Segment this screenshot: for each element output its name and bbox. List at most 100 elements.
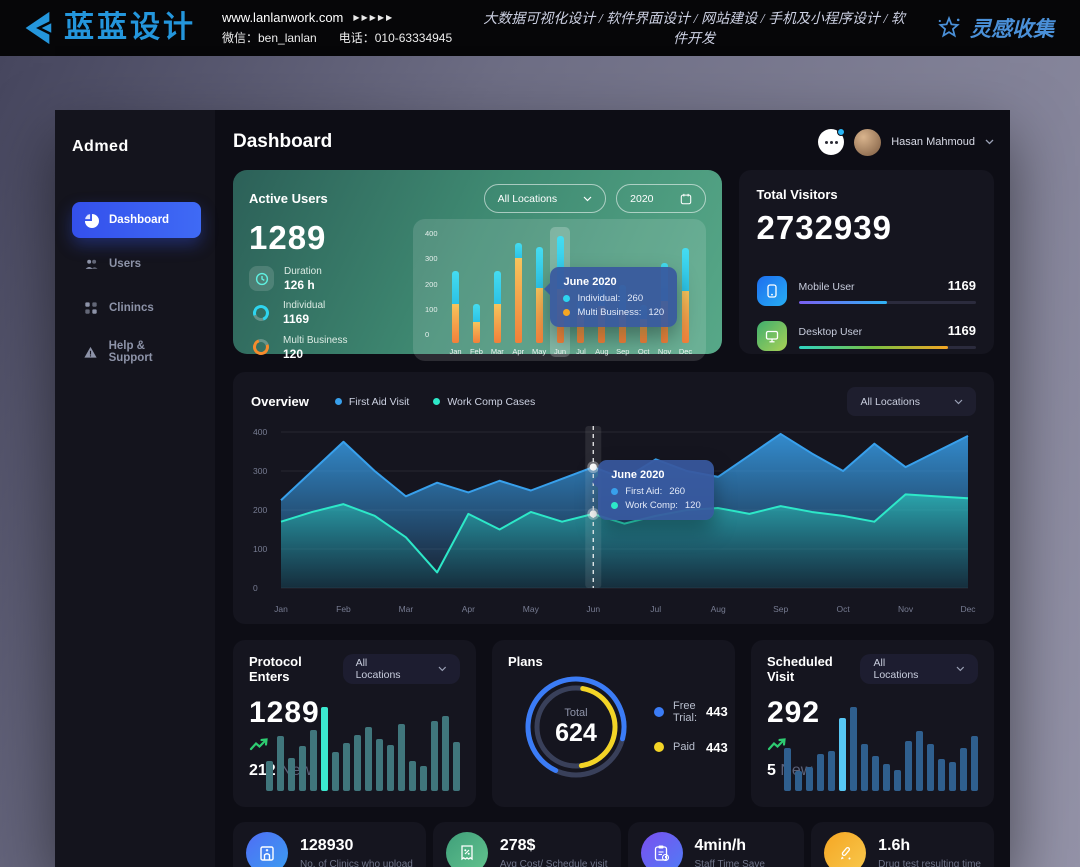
x-tick-label: Jul: [576, 347, 586, 357]
services-list: 大数据可视化设计 / 软件界面设计 / 网站建设 / 手机及小程序设计 / 软件…: [483, 12, 905, 47]
sidebar-item-users[interactable]: Users: [72, 246, 201, 282]
location-select[interactable]: All Locations: [342, 654, 460, 684]
bar-multi-business: [493, 303, 501, 344]
lanlan-logo: 蓝蓝设计: [18, 9, 196, 47]
scheduled-value: 292: [767, 696, 821, 729]
year-select[interactable]: 2020: [616, 184, 706, 213]
mini-bar-chart: [784, 707, 978, 791]
bar: [299, 746, 306, 791]
calendar-icon: [680, 193, 691, 204]
bar: [938, 758, 945, 791]
bar: [431, 721, 438, 791]
sidebar-item-help[interactable]: Help & Support: [72, 334, 201, 370]
donut-total-value: 624: [555, 718, 597, 747]
chevron-down-icon: [956, 666, 965, 672]
stat-duration: Duration 126 h: [249, 265, 401, 292]
x-tick-label: Feb: [469, 347, 483, 357]
mobile-icon: [756, 276, 787, 306]
tooltip-label: Individual:: [577, 293, 621, 305]
main-content: Dashboard Hasan Mahmoud Active Users: [215, 110, 1010, 867]
svg-text:0: 0: [253, 583, 258, 593]
receipt-icon: [445, 832, 488, 867]
bar-individual: [556, 235, 564, 290]
chevron-down-icon[interactable]: [985, 139, 994, 145]
card-title: Active Users: [249, 191, 328, 206]
visitor-value: 1169: [947, 278, 976, 293]
progress-bar: [798, 346, 948, 349]
bar: [354, 734, 361, 791]
sidebar-item-label: Dashboard: [109, 214, 170, 226]
stat-value: 120: [283, 346, 304, 361]
sidebar-item-dashboard[interactable]: Dashboard: [72, 202, 201, 238]
active-users-bar-chart: 400 300 200 100 0 Jan Feb Mar Apr May Jun Jul Aug Se…: [413, 219, 706, 362]
tooltip-label: Multi Business:: [577, 307, 642, 319]
pie-chart-icon: [83, 212, 99, 228]
svg-text:Dec: Dec: [960, 604, 976, 614]
bar: [960, 748, 967, 791]
chevron-down-icon: [438, 666, 447, 672]
bar: [883, 763, 890, 791]
y-axis: 400 300 200 100 0: [425, 229, 438, 340]
tooltip-value: 120: [684, 500, 701, 511]
x-tick-label: Mar: [490, 347, 504, 357]
avatar[interactable]: [854, 128, 882, 156]
chart-legend: First Aid Visit Work Comp Cases: [334, 396, 535, 408]
user-name: Hasan Mahmoud: [891, 136, 975, 148]
svg-text:Feb: Feb: [336, 604, 351, 614]
phone-contact: 电话：010-63334945: [338, 31, 453, 45]
svg-text:400: 400: [253, 427, 267, 437]
legend-label: Paid: [673, 741, 696, 753]
sidebar-item-label: Help & Support: [108, 340, 153, 364]
delta-value: 5: [767, 762, 776, 779]
visitor-row-mobile: Mobile User 1169: [756, 276, 976, 306]
logo-text: 蓝蓝设计: [64, 11, 196, 44]
bar: [266, 760, 273, 791]
bar-individual: [514, 242, 522, 259]
svg-text:Jun: Jun: [586, 604, 600, 614]
location-select-value: All Locations: [497, 192, 558, 205]
location-select[interactable]: All Locations: [860, 654, 978, 684]
tooltip-value: 120: [648, 307, 665, 319]
bar-multi-business: [681, 290, 689, 344]
x-tick-label: Nov: [657, 347, 672, 357]
bar: [905, 740, 912, 791]
kpi-cost-card: 278$ Avg Cost/ Schedule visit: [432, 822, 621, 867]
chart-tooltip: June 2020 First Aid: 260 Work Comp: 120: [592, 460, 714, 520]
bar: [387, 744, 394, 791]
sidebar-menu: Dashboard Users: [72, 202, 201, 370]
location-select[interactable]: All Locations: [847, 387, 976, 416]
bar: [398, 724, 405, 791]
trend-up-icon: [249, 738, 460, 756]
progress-bar: [798, 301, 888, 304]
kpi-time-save-card: 4min/h Staff Time Save: [627, 822, 805, 867]
svg-text:Oct: Oct: [836, 604, 850, 614]
location-select[interactable]: All Locations: [483, 184, 607, 213]
legend-label: Free Trial:: [673, 699, 698, 724]
clinic-icon: [246, 832, 288, 867]
bar-individual: [493, 271, 501, 304]
users-icon: [83, 256, 99, 272]
website-url: www.lanlanwork.com: [222, 10, 344, 25]
total-visitors-card: Total Visitors 2732939 Mobile User 1169: [738, 170, 994, 354]
svg-text:Aug: Aug: [711, 604, 726, 614]
x-tick-label: Apr: [512, 347, 525, 357]
svg-text:300: 300: [253, 466, 267, 476]
kpi-caption: Staff Time Save: [694, 858, 765, 867]
card-title: Plans: [508, 654, 543, 669]
bar: [310, 730, 317, 791]
desktop-icon: [756, 321, 787, 351]
bar-individual: [452, 271, 460, 304]
tooltip-label: Work Comp:: [625, 500, 678, 511]
x-tick-label: Oct: [637, 347, 650, 357]
chevron-down-icon: [954, 399, 963, 404]
messages-button[interactable]: [818, 128, 846, 155]
bar: [784, 748, 791, 791]
svg-text:Jan: Jan: [274, 604, 288, 614]
sidebar-item-clinics[interactable]: Clinincs: [72, 290, 201, 326]
scheduled-visit-card: Scheduled Visit All Locations 292 5 New: [751, 640, 994, 807]
bar: [839, 717, 846, 791]
sidebar: Admed Dashboard: [55, 110, 215, 867]
grid-icon: [83, 300, 99, 316]
bar-individual: [535, 247, 543, 289]
card-title: Overview: [251, 394, 309, 409]
